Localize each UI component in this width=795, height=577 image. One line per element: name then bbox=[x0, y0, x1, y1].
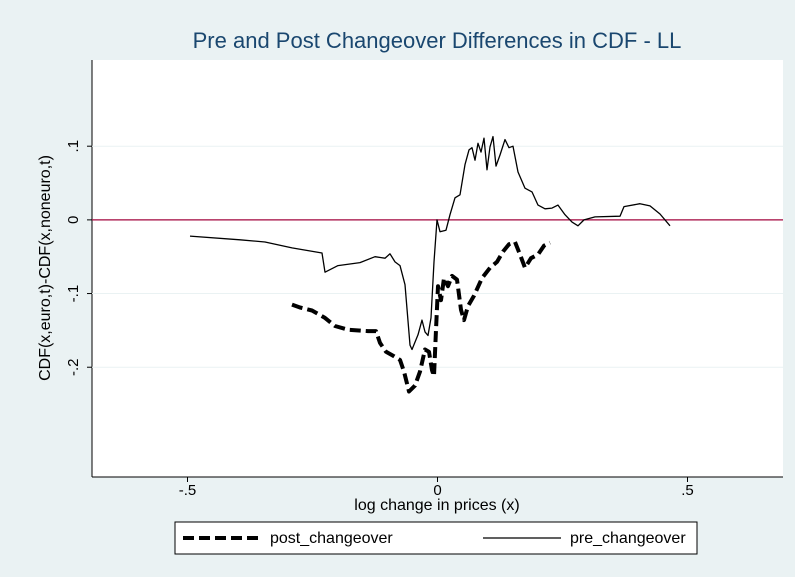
y-axis-label: CDF(x,euro,t)-CDF(x,noneuro,t) bbox=[37, 155, 54, 381]
y-tick-label: -.1 bbox=[65, 285, 82, 303]
series-line bbox=[291, 240, 551, 394]
legend-label: pre_changeover bbox=[570, 530, 686, 547]
x-tick-label: 0 bbox=[433, 482, 441, 499]
y-tick-label: 0 bbox=[65, 216, 82, 224]
y-tick-label: -.2 bbox=[65, 358, 82, 376]
x-axis-label: log change in prices (x) bbox=[354, 497, 519, 514]
x-tick-label: .5 bbox=[681, 482, 694, 499]
plot-area bbox=[92, 60, 783, 477]
x-tick-label: -.5 bbox=[179, 482, 197, 499]
legend-label: post_changeover bbox=[270, 530, 393, 547]
series-line bbox=[189, 135, 671, 351]
y-tick-label: .1 bbox=[65, 140, 82, 153]
chart-title: Pre and Post Changeover Differences in C… bbox=[193, 28, 682, 53]
legend-box bbox=[174, 521, 698, 555]
